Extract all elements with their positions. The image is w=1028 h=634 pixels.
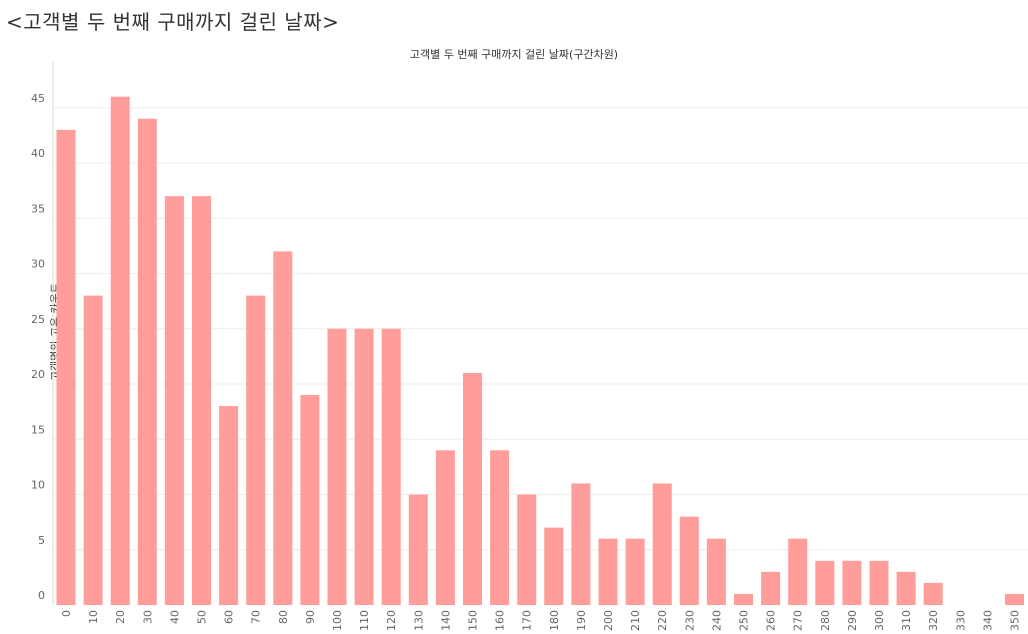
y-tick-label: 10 [31,479,45,492]
x-tick-label: 320 [927,610,940,631]
bar-210[interactable] [625,538,645,605]
x-tick-labels: 0 10 20 30 40 50 60 70 80 90 100 110 120 130 140 150 160… [60,610,1022,631]
y-tick-label: 25 [31,313,45,326]
x-tick-label: 50 [196,610,209,624]
bar-290[interactable] [842,560,862,605]
x-tick-label: 160 [494,610,507,631]
bar-230[interactable] [679,516,699,605]
bars [56,96,1024,606]
x-tick-label: 260 [765,610,778,631]
bar-250[interactable] [734,593,753,605]
bar-320[interactable] [923,582,943,605]
y-tick-label: 35 [31,202,45,215]
y-tick-label: 40 [31,147,45,160]
x-tick-label: 120 [385,610,398,631]
bar-200[interactable] [598,538,618,605]
x-tick-label: 90 [304,610,317,624]
x-tick-label: 190 [575,610,588,631]
bar-260[interactable] [761,571,781,605]
x-tick-label: 220 [656,610,669,631]
x-tick-label: 210 [629,610,642,631]
bar-180[interactable] [544,527,564,605]
bar-110[interactable] [354,328,374,605]
x-tick-label: 300 [873,610,886,631]
x-tick-label: 290 [846,610,859,631]
x-tick-label: 330 [954,610,967,631]
bar-30[interactable] [137,118,157,606]
bar-100[interactable] [327,328,347,605]
x-tick-label: 140 [439,610,452,631]
bar-150[interactable] [463,372,482,605]
x-tick-label: 20 [114,610,127,624]
x-tick-label: 180 [548,610,561,631]
x-tick-label: 240 [710,610,723,631]
x-tick-label: 250 [738,610,751,631]
bar-140[interactable] [435,450,455,605]
bar-310[interactable] [896,571,916,605]
x-tick-label: 70 [250,610,263,624]
x-tick-label: 170 [521,610,534,631]
bar-60[interactable] [219,406,239,605]
y-tick-label: 45 [31,92,45,105]
y-tick-label: 15 [31,423,45,436]
x-tick-label: 80 [277,610,290,624]
bar-190[interactable] [571,483,591,605]
x-tick-label: 150 [467,610,480,631]
bar-90[interactable] [300,395,320,605]
bar-10[interactable] [83,295,103,605]
bar-70[interactable] [246,295,266,605]
x-tick-label: 270 [792,610,805,631]
chart-title: 고객별 두 번째 구매까지 걸린 날짜(구간차원) [409,48,619,61]
x-tick-label: 60 [223,610,236,624]
bar-350[interactable] [1005,593,1024,605]
bar-130[interactable] [408,494,428,606]
x-tick-label: 280 [819,610,832,631]
x-tick-label: 110 [358,610,371,631]
bar-40[interactable] [164,196,184,605]
y-tick-label: 30 [31,258,45,271]
x-tick-label: 30 [141,610,154,624]
x-tick-label: 40 [168,610,181,624]
bar-300[interactable] [869,560,889,605]
y-tick-label: 0 [38,589,45,602]
bar-280[interactable] [815,560,835,605]
bar-160[interactable] [490,450,510,605]
bar-0[interactable] [56,129,76,605]
x-tick-label: 340 [981,610,994,631]
x-tick-label: 0 [60,610,73,617]
bar-220[interactable] [652,483,672,605]
x-tick-label: 100 [331,610,344,631]
y-tick-label: 20 [31,368,45,381]
bar-20[interactable] [110,96,130,605]
bar-270[interactable] [788,538,808,605]
x-tick-label: 350 [1009,610,1022,631]
y-tick-label: 5 [38,534,45,547]
bar-80[interactable] [273,251,293,605]
bar-120[interactable] [381,328,401,605]
gridlines [52,62,1028,605]
bar-240[interactable] [706,538,726,605]
bar-170[interactable] [517,494,537,606]
x-tick-label: 130 [412,610,425,631]
page-title: <고객별 두 번째 구매까지 걸린 날짜> [6,10,340,34]
x-tick-label: 230 [683,610,696,631]
x-tick-label: 200 [602,610,615,631]
x-tick-label: 10 [87,610,100,624]
y-tick-labels: 0 5 10 15 20 25 30 35 40 45 [31,92,45,602]
x-tick-label: 310 [900,610,913,631]
bar-50[interactable] [192,196,211,605]
